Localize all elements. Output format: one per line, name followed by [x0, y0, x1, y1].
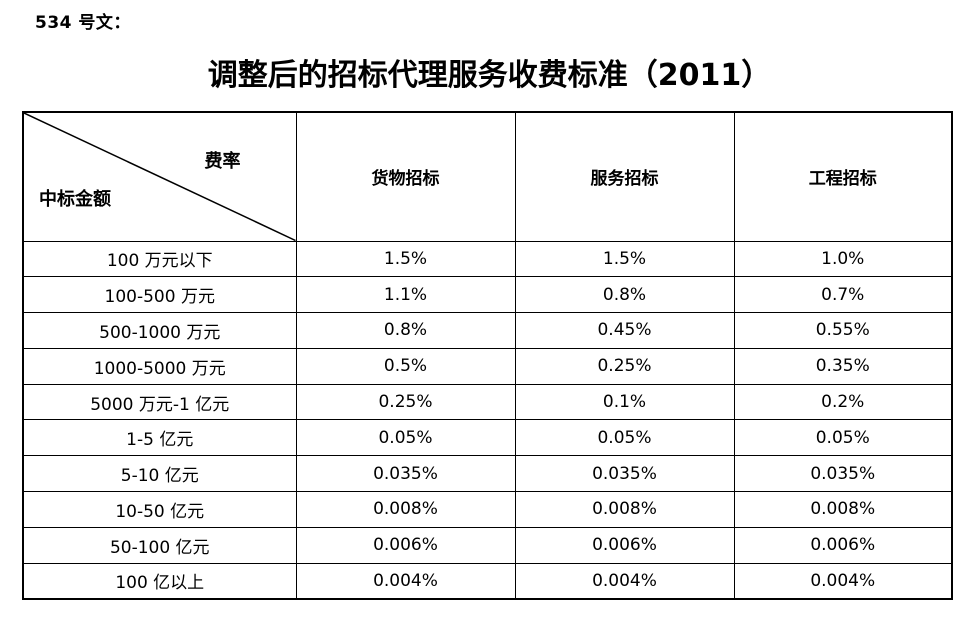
fee-rate-value: 0.45% — [514, 312, 735, 349]
fee-rate-value: 0.05% — [514, 419, 735, 457]
column-header-engineering: 工程招标 — [733, 111, 953, 242]
fee-rate-value: 0.25% — [295, 383, 516, 421]
fee-rate-table: 费率 中标金额 货物招标 服务招标 工程招标 100 万元以下 1.5% 1.5… — [22, 111, 953, 600]
fee-rate-value: 0.006% — [733, 526, 953, 564]
table-row: 100-500 万元 1.1% 0.8% 0.7% — [22, 276, 953, 314]
fee-rate-value: 0.7% — [733, 276, 953, 314]
table-row: 10-50 亿元 0.008% 0.008% 0.008% — [22, 491, 953, 528]
fee-rate-value: 0.05% — [733, 419, 953, 457]
fee-rate-value: 0.008% — [733, 491, 953, 528]
amount-range-label: 1-5 亿元 — [22, 419, 297, 457]
table-header-row: 费率 中标金额 货物招标 服务招标 工程招标 — [22, 111, 953, 242]
fee-rate-value: 0.035% — [295, 455, 516, 493]
corner-label-amount: 中标金额 — [39, 189, 111, 210]
amount-range-label: 1000-5000 万元 — [22, 347, 297, 385]
table-row: 5000 万元-1 亿元 0.25% 0.1% 0.2% — [22, 383, 953, 421]
fee-rate-value: 1.5% — [295, 240, 516, 278]
table-row: 100 万元以下 1.5% 1.5% 1.0% — [22, 240, 953, 278]
fee-rate-value: 0.05% — [295, 419, 516, 457]
fee-rate-value: 0.8% — [514, 276, 735, 314]
page-title: 调整后的招标代理服务收费标准（2011） — [207, 58, 772, 93]
fee-rate-value: 1.5% — [514, 240, 735, 278]
fee-rate-value: 1.1% — [295, 276, 516, 314]
fee-rate-value: 0.035% — [733, 455, 953, 493]
fee-rate-value: 1.0% — [733, 240, 953, 278]
column-header-goods: 货物招标 — [295, 111, 516, 242]
table-row: 5-10 亿元 0.035% 0.035% 0.035% — [22, 455, 953, 493]
corner-header-cell: 费率 中标金额 — [22, 111, 297, 242]
amount-range-label: 500-1000 万元 — [22, 312, 297, 349]
fee-rate-value: 0.035% — [514, 455, 735, 493]
fee-rate-value: 0.006% — [295, 526, 516, 564]
diagonal-divider-line — [24, 113, 296, 241]
amount-range-label: 10-50 亿元 — [22, 491, 297, 528]
fee-rate-value: 0.1% — [514, 383, 735, 421]
column-header-services: 服务招标 — [514, 111, 735, 242]
amount-range-label: 100 亿以上 — [22, 562, 297, 600]
fee-rate-value: 0.5% — [295, 347, 516, 385]
document-ref-label: 534 号文： — [35, 13, 131, 33]
fee-rate-value: 0.008% — [295, 491, 516, 528]
fee-rate-value: 0.004% — [514, 562, 735, 600]
fee-rate-value: 0.55% — [733, 312, 953, 349]
table-row: 1000-5000 万元 0.5% 0.25% 0.35% — [22, 347, 953, 385]
fee-rate-value: 0.8% — [295, 312, 516, 349]
amount-range-label: 100-500 万元 — [22, 276, 297, 314]
table-row: 500-1000 万元 0.8% 0.45% 0.55% — [22, 312, 953, 349]
table-row: 100 亿以上 0.004% 0.004% 0.004% — [22, 562, 953, 600]
fee-rate-value: 0.004% — [295, 562, 516, 600]
amount-range-label: 5000 万元-1 亿元 — [22, 383, 297, 421]
table-row: 50-100 亿元 0.006% 0.006% 0.006% — [22, 526, 953, 564]
amount-range-label: 5-10 亿元 — [22, 455, 297, 493]
fee-rate-value: 0.2% — [733, 383, 953, 421]
fee-rate-value: 0.004% — [733, 562, 953, 600]
fee-rate-value: 0.25% — [514, 347, 735, 385]
table-row: 1-5 亿元 0.05% 0.05% 0.05% — [22, 419, 953, 457]
amount-range-label: 100 万元以下 — [22, 240, 297, 278]
amount-range-label: 50-100 亿元 — [22, 526, 297, 564]
corner-label-rate: 费率 — [204, 151, 241, 172]
fee-rate-value: 0.008% — [514, 491, 735, 528]
fee-rate-value: 0.006% — [514, 526, 735, 564]
fee-rate-value: 0.35% — [733, 347, 953, 385]
